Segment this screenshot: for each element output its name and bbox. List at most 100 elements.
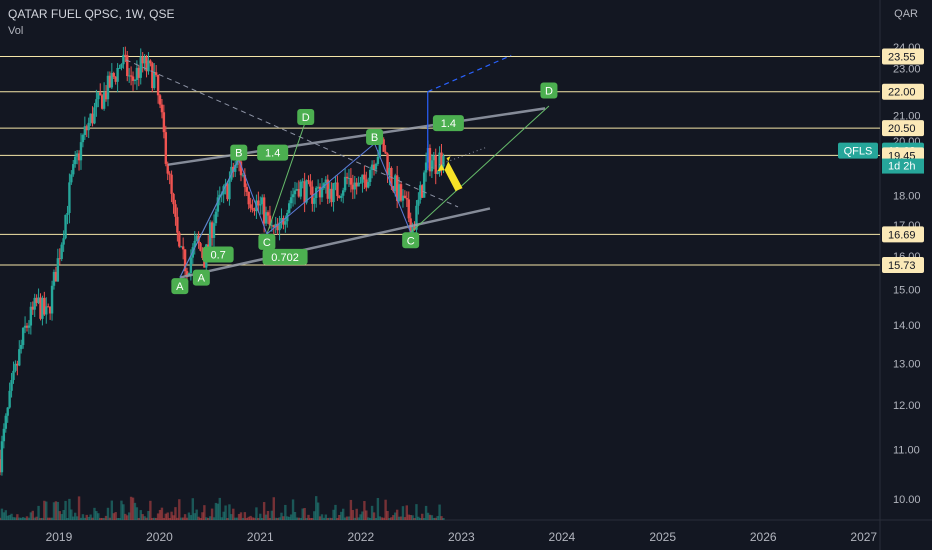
candle-body xyxy=(158,95,162,105)
volume-bar xyxy=(25,516,29,520)
candle-body xyxy=(116,68,119,82)
volume-bar xyxy=(328,517,331,520)
volume-bar xyxy=(8,515,11,520)
leg-c-d-line xyxy=(266,120,307,235)
volume-bar xyxy=(361,511,364,520)
candle-body xyxy=(318,186,322,198)
candle-body xyxy=(405,198,409,200)
candle-body xyxy=(438,152,441,173)
candle-body xyxy=(241,174,245,176)
axis-badge-label: 15.73 xyxy=(888,260,916,272)
candle-body xyxy=(367,181,370,188)
volume-bar xyxy=(336,518,339,520)
volume-bar xyxy=(318,516,322,520)
axis-badge-label: 20.50 xyxy=(888,123,916,135)
candle-body xyxy=(56,258,60,282)
candle-body xyxy=(43,297,46,315)
pattern-label: A xyxy=(198,273,206,285)
volume-bar xyxy=(199,517,202,520)
pattern-label: 0.7 xyxy=(210,250,225,262)
candle-body xyxy=(218,194,221,198)
volume-bar xyxy=(122,504,125,520)
candle-body xyxy=(307,180,310,182)
candle-body xyxy=(189,257,193,273)
volume-bar xyxy=(388,517,391,520)
candle-body xyxy=(143,56,146,64)
volume-bar xyxy=(12,517,15,520)
volume-bar xyxy=(116,517,119,520)
candle-body xyxy=(340,195,343,198)
volume-bar xyxy=(392,515,395,520)
volume-bar xyxy=(259,513,262,520)
volume-bar xyxy=(166,512,169,520)
volume-bar xyxy=(241,517,245,520)
volume-bar xyxy=(93,507,96,520)
volume-bar xyxy=(60,514,63,520)
volume-bar xyxy=(338,514,341,520)
volume-bar xyxy=(307,514,310,520)
candle-body xyxy=(440,152,443,167)
volume-bar xyxy=(284,504,287,520)
volume-bar xyxy=(359,514,362,520)
candle-body xyxy=(341,190,345,196)
candle-body xyxy=(180,246,183,248)
volume-bar xyxy=(343,517,347,520)
volume-bar xyxy=(174,507,177,520)
pattern-label: 0.702 xyxy=(271,252,299,264)
volume-bar xyxy=(368,517,372,520)
candle-body xyxy=(77,153,81,161)
volume-bar xyxy=(299,517,302,520)
x-tick-label: 2019 xyxy=(46,530,73,544)
pattern-label-box xyxy=(257,144,289,161)
candle-body xyxy=(424,162,428,173)
x-tick-label: 2025 xyxy=(649,530,676,544)
currency-label: QAR xyxy=(894,8,918,20)
candle-body xyxy=(417,199,420,206)
volume-bar xyxy=(162,517,166,520)
volume-bar xyxy=(108,517,112,520)
candle-body xyxy=(72,164,75,175)
candle-body xyxy=(45,306,48,315)
candle-body xyxy=(299,181,302,197)
candle-body xyxy=(18,349,21,366)
candle-body xyxy=(326,179,329,199)
candle-body xyxy=(386,153,389,176)
candle-body xyxy=(370,164,374,170)
countdown-label: 1d 2h xyxy=(888,161,916,173)
projection-dashed-line xyxy=(427,54,512,93)
leg-c-d2-line xyxy=(410,105,550,233)
candle-body xyxy=(87,122,90,131)
pattern-label: C xyxy=(263,237,271,249)
candle-body xyxy=(162,112,166,133)
volume-bar xyxy=(230,514,233,520)
volume-bar xyxy=(405,505,409,520)
candle-body xyxy=(259,204,262,206)
volume-bar xyxy=(311,517,314,520)
volume-bar xyxy=(313,511,316,520)
volume-indicator-label[interactable]: Vol xyxy=(8,25,24,37)
candle-body xyxy=(4,415,7,429)
candle-body xyxy=(430,160,434,172)
volume-bar xyxy=(272,497,275,520)
volume-bar xyxy=(110,500,114,520)
volume-bar xyxy=(106,507,110,520)
candle-body xyxy=(432,155,436,161)
volume-bar xyxy=(170,511,173,520)
volume-bar xyxy=(104,515,108,520)
candle-body xyxy=(137,67,141,78)
volume-bars xyxy=(0,496,445,520)
chart-title: QATAR FUEL QPSC, 1W, QSE xyxy=(8,7,175,21)
candle-body xyxy=(185,271,189,276)
candle-body xyxy=(372,164,376,170)
candle-body xyxy=(29,306,33,326)
volume-bar xyxy=(102,517,106,520)
candle-body xyxy=(394,175,397,192)
candle-body xyxy=(313,197,316,204)
volume-bar xyxy=(193,513,196,520)
volume-bar xyxy=(43,500,46,520)
candle-body xyxy=(355,182,358,187)
candle-body xyxy=(208,222,212,247)
volume-bar xyxy=(261,517,264,520)
volume-bar xyxy=(251,517,254,520)
